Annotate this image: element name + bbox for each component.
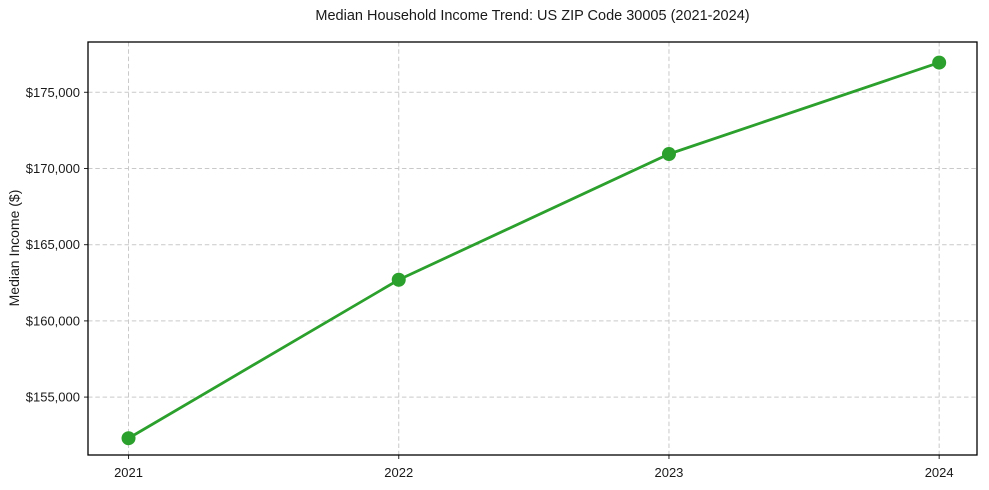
x-tick-label: 2023: [654, 465, 683, 480]
income-trend-line: [127, 61, 941, 440]
x-tick-label: 2021: [114, 465, 143, 480]
y-tick-label: $155,000: [26, 390, 80, 405]
data-point-marker: [121, 431, 136, 446]
y-tick-label: $165,000: [26, 237, 80, 252]
data-point-marker: [932, 55, 947, 70]
y-tick-label: $160,000: [26, 313, 80, 328]
data-point-marker: [391, 272, 406, 287]
data-point-marker: [661, 147, 676, 162]
y-tick-label: $170,000: [26, 161, 80, 176]
plot-frame: [87, 41, 978, 456]
x-tick-label: 2022: [384, 465, 413, 480]
chart-title: Median Household Income Trend: US ZIP Co…: [315, 8, 750, 24]
x-tick-label: 2024: [925, 465, 954, 480]
y-tick-label: $175,000: [26, 85, 80, 100]
